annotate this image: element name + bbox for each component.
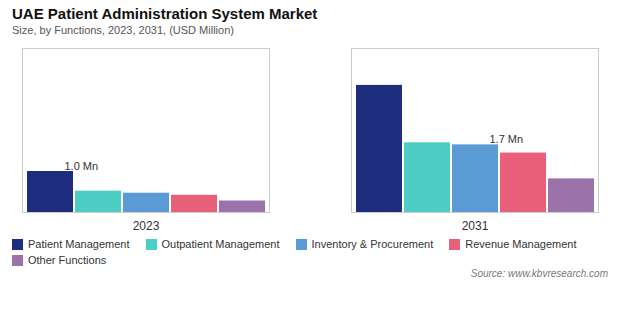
html-text:Revenue Management: Revenue Management <box>465 238 577 250</box>
html-text:Source: www.kbvresearch.com: Source: www.kbvresearch.com <box>470 268 608 279</box>
svg-text:2031: 2031 <box>462 219 489 233</box>
html-text:Inventory & Procurement: Inventory & Procurement <box>311 238 434 250</box>
svg-text:2023: 2023 <box>133 219 160 233</box>
html-text:Patient Management: Patient Management <box>28 238 130 250</box>
html-text:UAE Patient Administration Sys: UAE Patient Administration System Market <box>12 5 318 22</box>
svg-text:1.0 Mn: 1.0 Mn <box>65 160 99 172</box>
html-text:Outpatient Management: Outpatient Management <box>161 238 280 250</box>
html-text:Other Functions: Other Functions <box>28 254 107 266</box>
svg-text:1.7 Mn: 1.7 Mn <box>490 133 524 145</box>
html-text:Size, by Functions, 2023, 2031: Size, by Functions, 2023, 2031, (USD Mil… <box>12 24 234 36</box>
